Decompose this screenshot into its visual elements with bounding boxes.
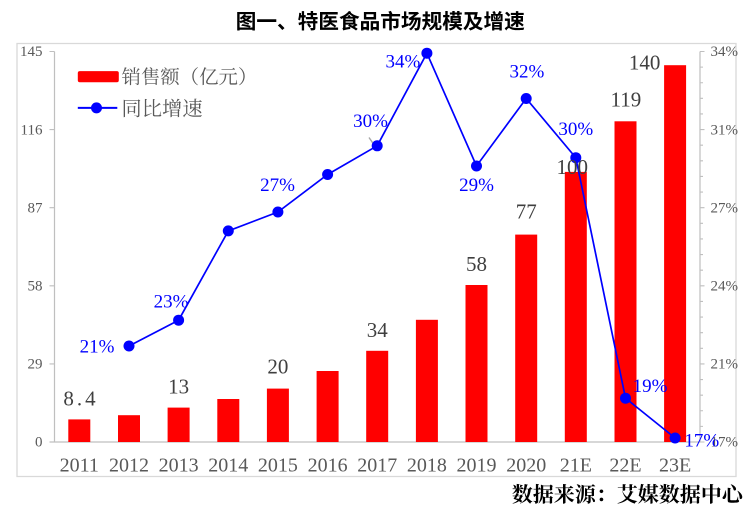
svg-text:2013: 2013 xyxy=(159,454,199,476)
svg-text:2020: 2020 xyxy=(506,454,546,476)
svg-text:2012: 2012 xyxy=(109,454,149,476)
svg-text:34%: 34% xyxy=(385,52,420,73)
svg-text:2019: 2019 xyxy=(457,454,497,476)
svg-text:2011: 2011 xyxy=(60,454,99,476)
svg-text:2015: 2015 xyxy=(258,454,298,476)
svg-text:116: 116 xyxy=(21,122,43,138)
svg-text:30%: 30% xyxy=(353,111,388,132)
svg-text:119: 119 xyxy=(611,88,642,112)
svg-text:27%: 27% xyxy=(260,175,295,196)
svg-text:145: 145 xyxy=(20,44,43,60)
svg-text:17%: 17% xyxy=(711,435,739,451)
svg-text:34%: 34% xyxy=(711,44,739,60)
svg-text:0: 0 xyxy=(35,435,43,451)
svg-text:2014: 2014 xyxy=(208,454,248,476)
svg-text:24%: 24% xyxy=(711,279,739,295)
svg-text:31%: 31% xyxy=(711,122,739,138)
svg-text:58: 58 xyxy=(28,279,43,295)
svg-text:21%: 21% xyxy=(80,337,115,358)
svg-text:8.4: 8.4 xyxy=(63,386,98,410)
svg-text:23E: 23E xyxy=(659,454,691,476)
svg-text:29%: 29% xyxy=(459,175,494,196)
svg-text:30%: 30% xyxy=(558,119,593,140)
svg-text:17%: 17% xyxy=(684,431,719,452)
svg-text:32%: 32% xyxy=(509,62,544,83)
svg-text:20: 20 xyxy=(267,354,288,378)
svg-text:140: 140 xyxy=(629,51,661,75)
svg-text:13: 13 xyxy=(168,375,189,399)
svg-text:29: 29 xyxy=(28,357,43,373)
svg-text:2016: 2016 xyxy=(308,454,348,476)
svg-text:21E: 21E xyxy=(560,454,592,476)
svg-text:22E: 22E xyxy=(609,454,641,476)
svg-text:100: 100 xyxy=(557,155,589,179)
svg-text:58: 58 xyxy=(466,252,487,276)
svg-text:19%: 19% xyxy=(633,376,668,397)
svg-text:87: 87 xyxy=(28,200,44,216)
svg-text:34: 34 xyxy=(367,318,389,342)
svg-text:23%: 23% xyxy=(154,291,189,312)
svg-text:77: 77 xyxy=(516,200,537,224)
svg-text:21%: 21% xyxy=(711,357,739,373)
svg-text:2018: 2018 xyxy=(407,454,447,476)
svg-text:2017: 2017 xyxy=(357,454,397,476)
svg-text:27%: 27% xyxy=(711,200,739,216)
